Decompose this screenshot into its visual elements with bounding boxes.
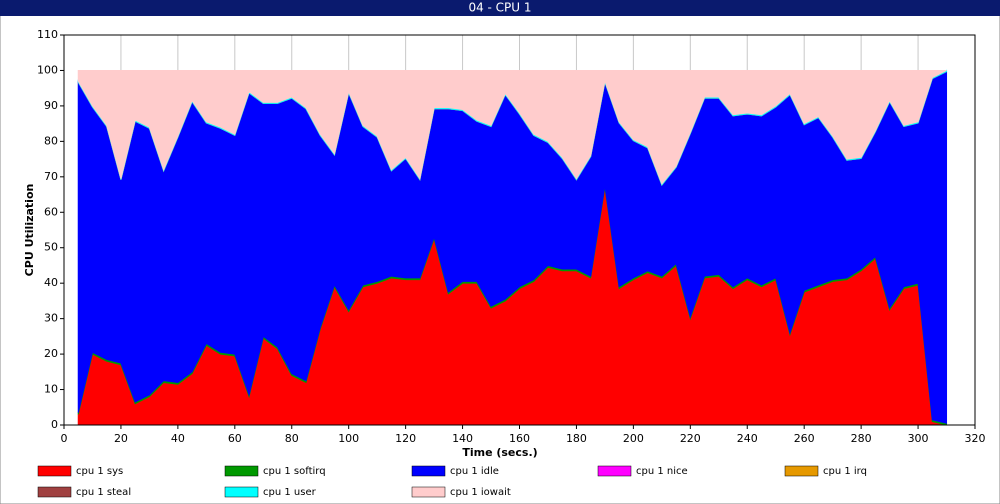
x-tick-label: 200 — [623, 432, 644, 445]
legend-swatch — [411, 465, 446, 477]
x-tick-label: 140 — [452, 432, 473, 445]
y-tick-label: 60 — [44, 205, 58, 218]
y-tick-label: 90 — [44, 99, 58, 112]
legend-swatch — [597, 465, 632, 477]
legend-swatch — [224, 465, 259, 477]
legend-swatch — [784, 465, 819, 477]
legend-label: cpu 1 idle — [450, 466, 499, 477]
y-tick-label: 50 — [44, 241, 58, 254]
x-tick-label: 80 — [285, 432, 299, 445]
y-tick-label: 10 — [44, 383, 58, 396]
x-tick-label: 240 — [737, 432, 758, 445]
legend-label: cpu 1 irq — [823, 466, 867, 477]
chart-title: 04 - CPU 1 — [468, 1, 531, 15]
y-tick-label: 40 — [44, 276, 58, 289]
y-tick-label: 80 — [44, 134, 58, 147]
x-tick-label: 280 — [851, 432, 872, 445]
legend-label: cpu 1 sys — [76, 466, 123, 477]
y-tick-label: 100 — [37, 63, 58, 76]
legend-label: cpu 1 user — [263, 487, 317, 498]
x-tick-label: 100 — [338, 432, 359, 445]
y-tick-label: 0 — [51, 418, 58, 431]
legend-swatch — [37, 465, 72, 477]
x-axis-label: Time (secs.) — [462, 446, 537, 459]
plot-border — [63, 34, 976, 426]
x-tick-label: 20 — [114, 432, 128, 445]
y-axis-label: CPU Utilization — [23, 184, 36, 277]
x-tick-label: 0 — [61, 432, 68, 445]
x-tick-label: 120 — [395, 432, 416, 445]
title-bar — [0, 0, 1000, 16]
legend-label: cpu 1 nice — [636, 466, 688, 477]
legend-label: cpu 1 iowait — [450, 487, 511, 498]
x-tick-label: 180 — [566, 432, 587, 445]
x-tick-label: 40 — [171, 432, 185, 445]
x-tick-label: 60 — [228, 432, 242, 445]
x-tick-label: 300 — [908, 432, 929, 445]
y-tick-label: 20 — [44, 347, 58, 360]
y-tick-label: 70 — [44, 170, 58, 183]
area — [77, 69, 947, 185]
y-tick-label: 110 — [37, 28, 58, 41]
legend-swatch — [411, 486, 446, 498]
legend-label: cpu 1 steal — [76, 487, 131, 498]
y-tick-label: 30 — [44, 312, 58, 325]
x-tick-label: 320 — [965, 432, 986, 445]
legend-label: cpu 1 softirq — [263, 466, 326, 477]
legend-swatch — [224, 486, 259, 498]
x-tick-label: 260 — [794, 432, 815, 445]
legend-swatch — [37, 486, 72, 498]
x-tick-label: 220 — [680, 432, 701, 445]
x-tick-label: 160 — [509, 432, 530, 445]
